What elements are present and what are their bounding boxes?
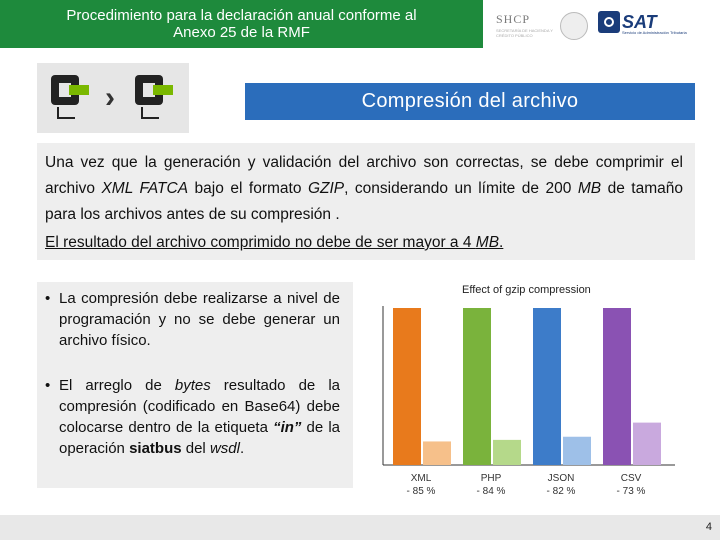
bar-original <box>463 308 491 465</box>
x-tick-label: XML <box>411 473 432 484</box>
list-item: • El arreglo de bytes resultado de la com… <box>45 377 340 457</box>
data-label: - 84 % <box>477 486 506 497</box>
shcp-text: SHCP <box>496 12 531 26</box>
archive-icon <box>45 73 95 121</box>
bar-original <box>393 308 421 465</box>
sat-subtext: Servicio de Administración Tributaria <box>622 30 687 35</box>
section-title: Compresión del archivo <box>245 83 695 120</box>
header-title-line1: Procedimiento para la declaración anual … <box>66 7 417 24</box>
shcp-logo: SHCP SECRETARÍA DE HACIENDA Y CRÉDITO PÚ… <box>496 12 558 44</box>
bar-original <box>603 308 631 465</box>
chevron-right-icon: › <box>105 81 115 114</box>
data-label: - 73 % <box>617 486 646 497</box>
sat-logo: SAT Servicio de Administración Tributari… <box>598 11 687 35</box>
mexico-seal-icon <box>560 12 588 40</box>
compressed-archive-icon <box>129 73 179 121</box>
x-tick-label: JSON <box>548 473 575 484</box>
bar-compressed <box>493 439 521 465</box>
shcp-subtext: SECRETARÍA DE HACIENDA Y CRÉDITO PÚBLICO <box>496 28 553 38</box>
bullet-panel: • La compresión debe realizarse a nivel d… <box>37 282 353 488</box>
chart-title: Effect of gzip compression <box>462 284 591 296</box>
x-tick-label: PHP <box>481 473 502 484</box>
description-paragraph: Una vez que la generación y validación d… <box>45 154 683 223</box>
bar-compressed <box>423 441 451 465</box>
logos: SHCP SECRETARÍA DE HACIENDA Y CRÉDITO PÚ… <box>490 8 715 46</box>
footer: 4 <box>0 515 720 540</box>
sat-text: SAT <box>622 11 657 32</box>
header-bar: Procedimiento para la declaración anual … <box>0 0 483 48</box>
x-tick-label: CSV <box>621 473 642 484</box>
data-label: - 82 % <box>547 486 576 497</box>
bar-compressed <box>563 436 591 465</box>
page-number: 4 <box>705 521 712 533</box>
bar-compressed <box>633 422 661 465</box>
data-label: - 85 % <box>407 486 436 497</box>
bullet-dot: • <box>45 377 51 394</box>
icon-panel: › <box>37 63 189 133</box>
description-panel: Una vez que la generación y validación d… <box>37 143 695 260</box>
compressed-archive-tab <box>153 85 173 95</box>
sat-badge-icon <box>598 11 620 33</box>
bullet-dot: • <box>45 290 51 307</box>
list-item: • La compresión debe realizarse a nivel d… <box>45 290 340 349</box>
gzip-compression-chart: Effect of gzip compression XML - 85 % PHP - … <box>382 284 675 497</box>
header-title-line2: Anexo 25 de la RMF <box>173 24 310 41</box>
size-limit-note: El resultado del archivo comprimido no d… <box>45 234 504 251</box>
bar-original <box>533 308 561 465</box>
archive-tab <box>69 85 89 95</box>
